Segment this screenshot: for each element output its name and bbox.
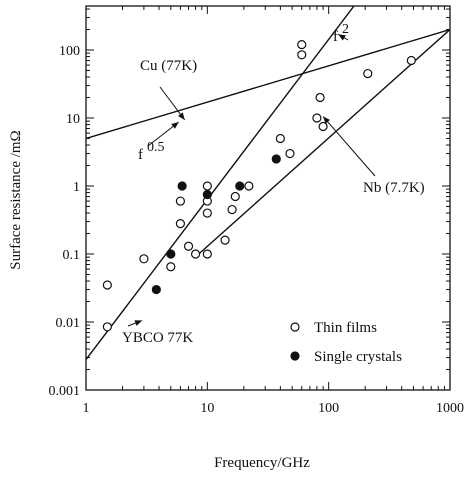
- x-axis-label: Frequency/GHz: [214, 455, 310, 471]
- y-tick-label: 0.1: [63, 248, 81, 263]
- y-tick-label: 10: [66, 112, 80, 127]
- thin-film-point: [315, 92, 325, 103]
- thin-film-point: [312, 113, 322, 123]
- arrow-head-icon: [338, 34, 346, 41]
- y-tick-label: 1: [73, 180, 80, 195]
- thin-film-point: [139, 254, 149, 264]
- single-crystal-point: [166, 249, 176, 259]
- legend-marker-single-crystals: [290, 351, 300, 361]
- fit-line-1: [198, 29, 450, 255]
- thin-film-point: [202, 249, 212, 259]
- thin-film-point: [227, 204, 237, 215]
- arrow-head-icon: [178, 112, 185, 120]
- y-tick-label: 0.001: [49, 384, 81, 399]
- single-crystal-point: [177, 181, 187, 191]
- thin-film-point: [230, 191, 240, 202]
- thin-film-point: [244, 181, 254, 191]
- thin-film-point: [220, 235, 230, 245]
- legend-marker-thin-films: [290, 322, 300, 332]
- thin-film-point: [190, 249, 201, 259]
- thin-film-point: [175, 218, 186, 229]
- arrow-head-icon: [323, 116, 330, 124]
- thin-film-point: [175, 196, 186, 206]
- legend-label-thin-films: Thin films: [314, 320, 377, 336]
- legend: Thin films Single crystals: [290, 320, 402, 365]
- thin-film-point: [318, 121, 328, 132]
- thin-film-point: [275, 133, 285, 144]
- annotation-label: YBCO 77K: [122, 330, 193, 346]
- arrow-head-icon: [171, 122, 179, 129]
- single-crystal-point: [271, 154, 281, 164]
- y-tick-label: 0.01: [56, 316, 81, 331]
- thin-film-point: [102, 322, 112, 332]
- annotations: Cu (77K)f 0.5f 2Nb (7.7K)YBCO 77K: [122, 22, 425, 346]
- thin-film-point: [166, 262, 176, 272]
- single-crystal-point: [151, 284, 161, 295]
- x-tick-label: 10: [200, 401, 214, 416]
- x-tick-label: 1: [83, 401, 90, 416]
- single-crystal-point: [235, 181, 245, 191]
- fit-lines: [86, 6, 450, 361]
- thin-film-point: [202, 208, 212, 218]
- arrow-head-icon: [134, 320, 143, 326]
- thin-film-point: [202, 181, 212, 191]
- x-tick-label: 100: [318, 401, 339, 416]
- y-axis-label: Surface resistance /mΩ: [8, 130, 24, 269]
- fit-line-2: [86, 6, 355, 361]
- annotation-arrow: [322, 116, 376, 177]
- y-tick-label: 100: [59, 44, 80, 59]
- annotation-label: Cu (77K): [140, 58, 197, 74]
- thin-film-point: [297, 50, 307, 60]
- single-crystal-point: [202, 189, 212, 200]
- thin-film-point: [183, 241, 194, 251]
- annotation-label: Nb (7.7K): [363, 180, 425, 196]
- fit-line-0: [86, 28, 450, 140]
- thin-film-point: [297, 40, 307, 50]
- thin-film-point: [285, 148, 295, 159]
- thin-film-point: [406, 55, 416, 66]
- plot-frame: [85, 5, 451, 391]
- thin-film-point: [102, 280, 112, 290]
- data-points: [102, 40, 416, 332]
- thin-film-point: [363, 68, 373, 79]
- legend-label-single-crystals: Single crystals: [314, 349, 402, 365]
- x-tick-label: 1000: [436, 401, 464, 416]
- tick-labels: 1 10 100 1000 0.001 0.01 0.1 1 10 100: [49, 44, 465, 416]
